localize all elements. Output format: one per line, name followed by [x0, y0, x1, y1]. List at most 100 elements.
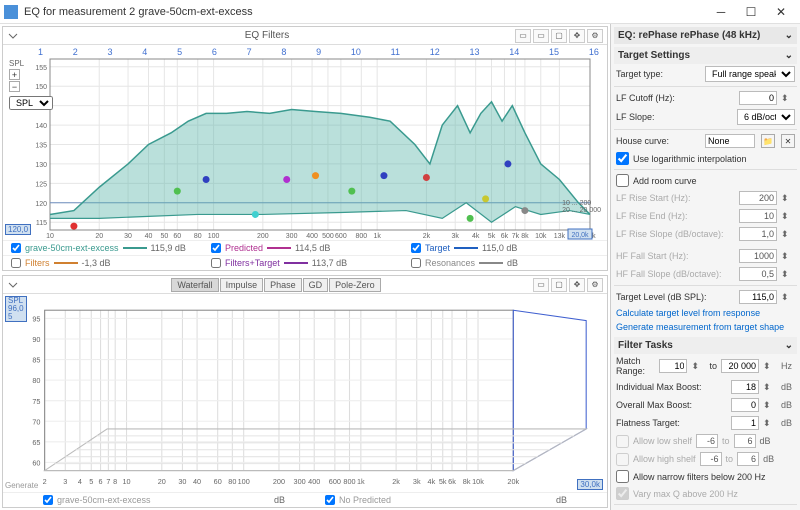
maximize-button[interactable]: ☐ — [736, 1, 766, 23]
indiv-boost-input[interactable] — [731, 380, 759, 394]
gen-measurement-link[interactable]: Generate measurement from target shape — [614, 320, 797, 334]
chart-mode-button-2[interactable]: ▭ — [533, 29, 549, 43]
legend-checkbox[interactable] — [211, 243, 221, 253]
legend-item[interactable]: Filters-1,3 dB — [11, 258, 199, 268]
chart-move-button[interactable]: ✥ — [569, 278, 585, 292]
minimize-button[interactable]: ─ — [706, 1, 736, 23]
allow-narrow-checkbox[interactable] — [616, 470, 629, 483]
tab-gd[interactable]: GD — [303, 278, 329, 292]
legend-item[interactable]: Filters+Target113,7 dB — [211, 258, 399, 268]
top-chart-title: EQ Filters — [19, 30, 515, 41]
filter-number[interactable]: 6 — [212, 47, 217, 57]
tab-pole-zero[interactable]: Pole-Zero — [329, 278, 381, 292]
chevron-down-icon[interactable] — [7, 279, 19, 291]
svg-text:20,0k: 20,0k — [571, 232, 589, 239]
filter-number[interactable]: 10 — [351, 47, 361, 57]
overall-boost-input[interactable] — [731, 398, 759, 412]
chart-mode-button-1[interactable]: ▭ — [533, 278, 549, 292]
chart-settings-button[interactable]: ⚙ — [587, 278, 603, 292]
legend-item[interactable]: Target115,0 dB — [411, 243, 599, 253]
match-range-to[interactable] — [721, 359, 759, 373]
legend-checkbox[interactable] — [411, 258, 421, 268]
filter-number[interactable]: 2 — [73, 47, 78, 57]
svg-text:85: 85 — [32, 356, 40, 365]
filter-number[interactable]: 9 — [316, 47, 321, 57]
filter-number[interactable]: 1 — [38, 47, 43, 57]
legend-checkbox[interactable] — [411, 243, 421, 253]
clear-icon[interactable]: ✕ — [781, 134, 795, 148]
chart-move-button[interactable]: ✥ — [569, 29, 585, 43]
target-level-input[interactable] — [739, 290, 777, 304]
filter-number[interactable]: 4 — [142, 47, 147, 57]
legend-item[interactable]: grave-50cm-ext-excessdB — [43, 495, 285, 505]
y-cursor-value[interactable]: 120,0 — [5, 224, 31, 235]
svg-text:10k: 10k — [535, 233, 547, 240]
legend-checkbox[interactable] — [11, 258, 21, 268]
tab-impulse[interactable]: Impulse — [220, 278, 264, 292]
legend-checkbox[interactable] — [211, 258, 221, 268]
house-curve-input[interactable] — [705, 134, 755, 148]
legend-item[interactable]: Predicted114,5 dB — [211, 243, 399, 253]
lf-cutoff-label: LF Cutoff (Hz): — [616, 93, 735, 103]
match-range-from[interactable] — [659, 359, 687, 373]
filter-number[interactable]: 16 — [589, 47, 599, 57]
filter-number[interactable]: 8 — [281, 47, 286, 57]
svg-text:3k: 3k — [413, 477, 421, 486]
target-type-select[interactable]: Full range speaker — [705, 66, 795, 82]
y-zoom-out-button[interactable]: − — [9, 81, 20, 92]
svg-text:7k: 7k — [512, 233, 520, 240]
svg-text:3k: 3k — [452, 233, 460, 240]
legend-checkbox[interactable] — [11, 243, 21, 253]
top-chart[interactable]: 102030405060801002003004005006008001k2k3… — [3, 45, 607, 240]
tab-phase[interactable]: Phase — [264, 278, 302, 292]
filter-number[interactable]: 3 — [108, 47, 113, 57]
window-title: EQ for measurement 2 grave-50cm-ext-exce… — [24, 6, 706, 18]
tab-waterfall[interactable]: Waterfall — [171, 278, 218, 292]
chevron-down-icon[interactable] — [7, 30, 19, 42]
section-collapse-icon[interactable]: ⌄ — [785, 50, 793, 61]
flatness-label: Flatness Target: — [616, 418, 727, 428]
section-collapse-icon[interactable]: ⌄ — [785, 340, 793, 351]
lf-slope-select[interactable]: 6 dB/oct — [737, 109, 795, 125]
ylabel-spl: SPL — [9, 59, 53, 68]
add-room-curve-checkbox[interactable] — [616, 174, 629, 187]
legend-item[interactable]: ResonancesdB — [411, 258, 599, 268]
close-button[interactable]: ✕ — [766, 1, 796, 23]
calc-target-link[interactable]: Calculate target level from response — [614, 306, 797, 320]
y-zoom-in-button[interactable]: + — [9, 69, 20, 80]
filter-number[interactable]: 14 — [509, 47, 519, 57]
hf-fall-slope-label: HF Fall Slope (dB/octave): — [616, 269, 735, 279]
x-end-value[interactable]: 30,0k — [577, 479, 603, 490]
legend-item[interactable]: No PredicteddB — [325, 495, 567, 505]
chart-settings-button[interactable]: ⚙ — [587, 29, 603, 43]
use-log-checkbox[interactable] — [616, 152, 629, 165]
filter-number[interactable]: 12 — [430, 47, 440, 57]
spl-box[interactable]: SPL 96,0 5 — [5, 296, 27, 322]
legend-item[interactable]: grave-50cm-ext-excess115,9 dB — [11, 243, 199, 253]
target-level-label: Target Level (dB SPL): — [616, 292, 735, 302]
svg-text:30: 30 — [124, 233, 132, 240]
generate-label[interactable]: Generate — [5, 481, 38, 490]
svg-text:100: 100 — [238, 477, 250, 486]
svg-text:13k: 13k — [554, 233, 566, 240]
svg-text:8k: 8k — [521, 233, 529, 240]
filter-number[interactable]: 11 — [391, 47, 400, 57]
hf-fall-start-label: HF Fall Start (Hz): — [616, 251, 735, 261]
panel-collapse-icon[interactable]: ⌄ — [785, 30, 793, 41]
filter-number[interactable]: 13 — [470, 47, 480, 57]
chart-mode-button-1[interactable]: ▭ — [515, 29, 531, 43]
filter-number[interactable]: 15 — [549, 47, 559, 57]
browse-icon[interactable]: 📁 — [761, 134, 775, 148]
chart-mode-button-2[interactable]: ▢ — [551, 278, 567, 292]
svg-text:400: 400 — [306, 233, 318, 240]
svg-text:2k: 2k — [392, 477, 400, 486]
lf-cutoff-input[interactable] — [739, 91, 777, 105]
legend-checkbox[interactable] — [325, 495, 335, 505]
waterfall-chart[interactable]: 23456781020304060801002003004006008001k2… — [3, 294, 607, 492]
chart-mode-button-3[interactable]: ▢ — [551, 29, 567, 43]
filter-number[interactable]: 5 — [177, 47, 182, 57]
legend-checkbox[interactable] — [43, 495, 53, 505]
flatness-input[interactable] — [731, 416, 759, 430]
filter-number[interactable]: 7 — [247, 47, 252, 57]
y-data-select[interactable]: SPL — [9, 96, 53, 110]
